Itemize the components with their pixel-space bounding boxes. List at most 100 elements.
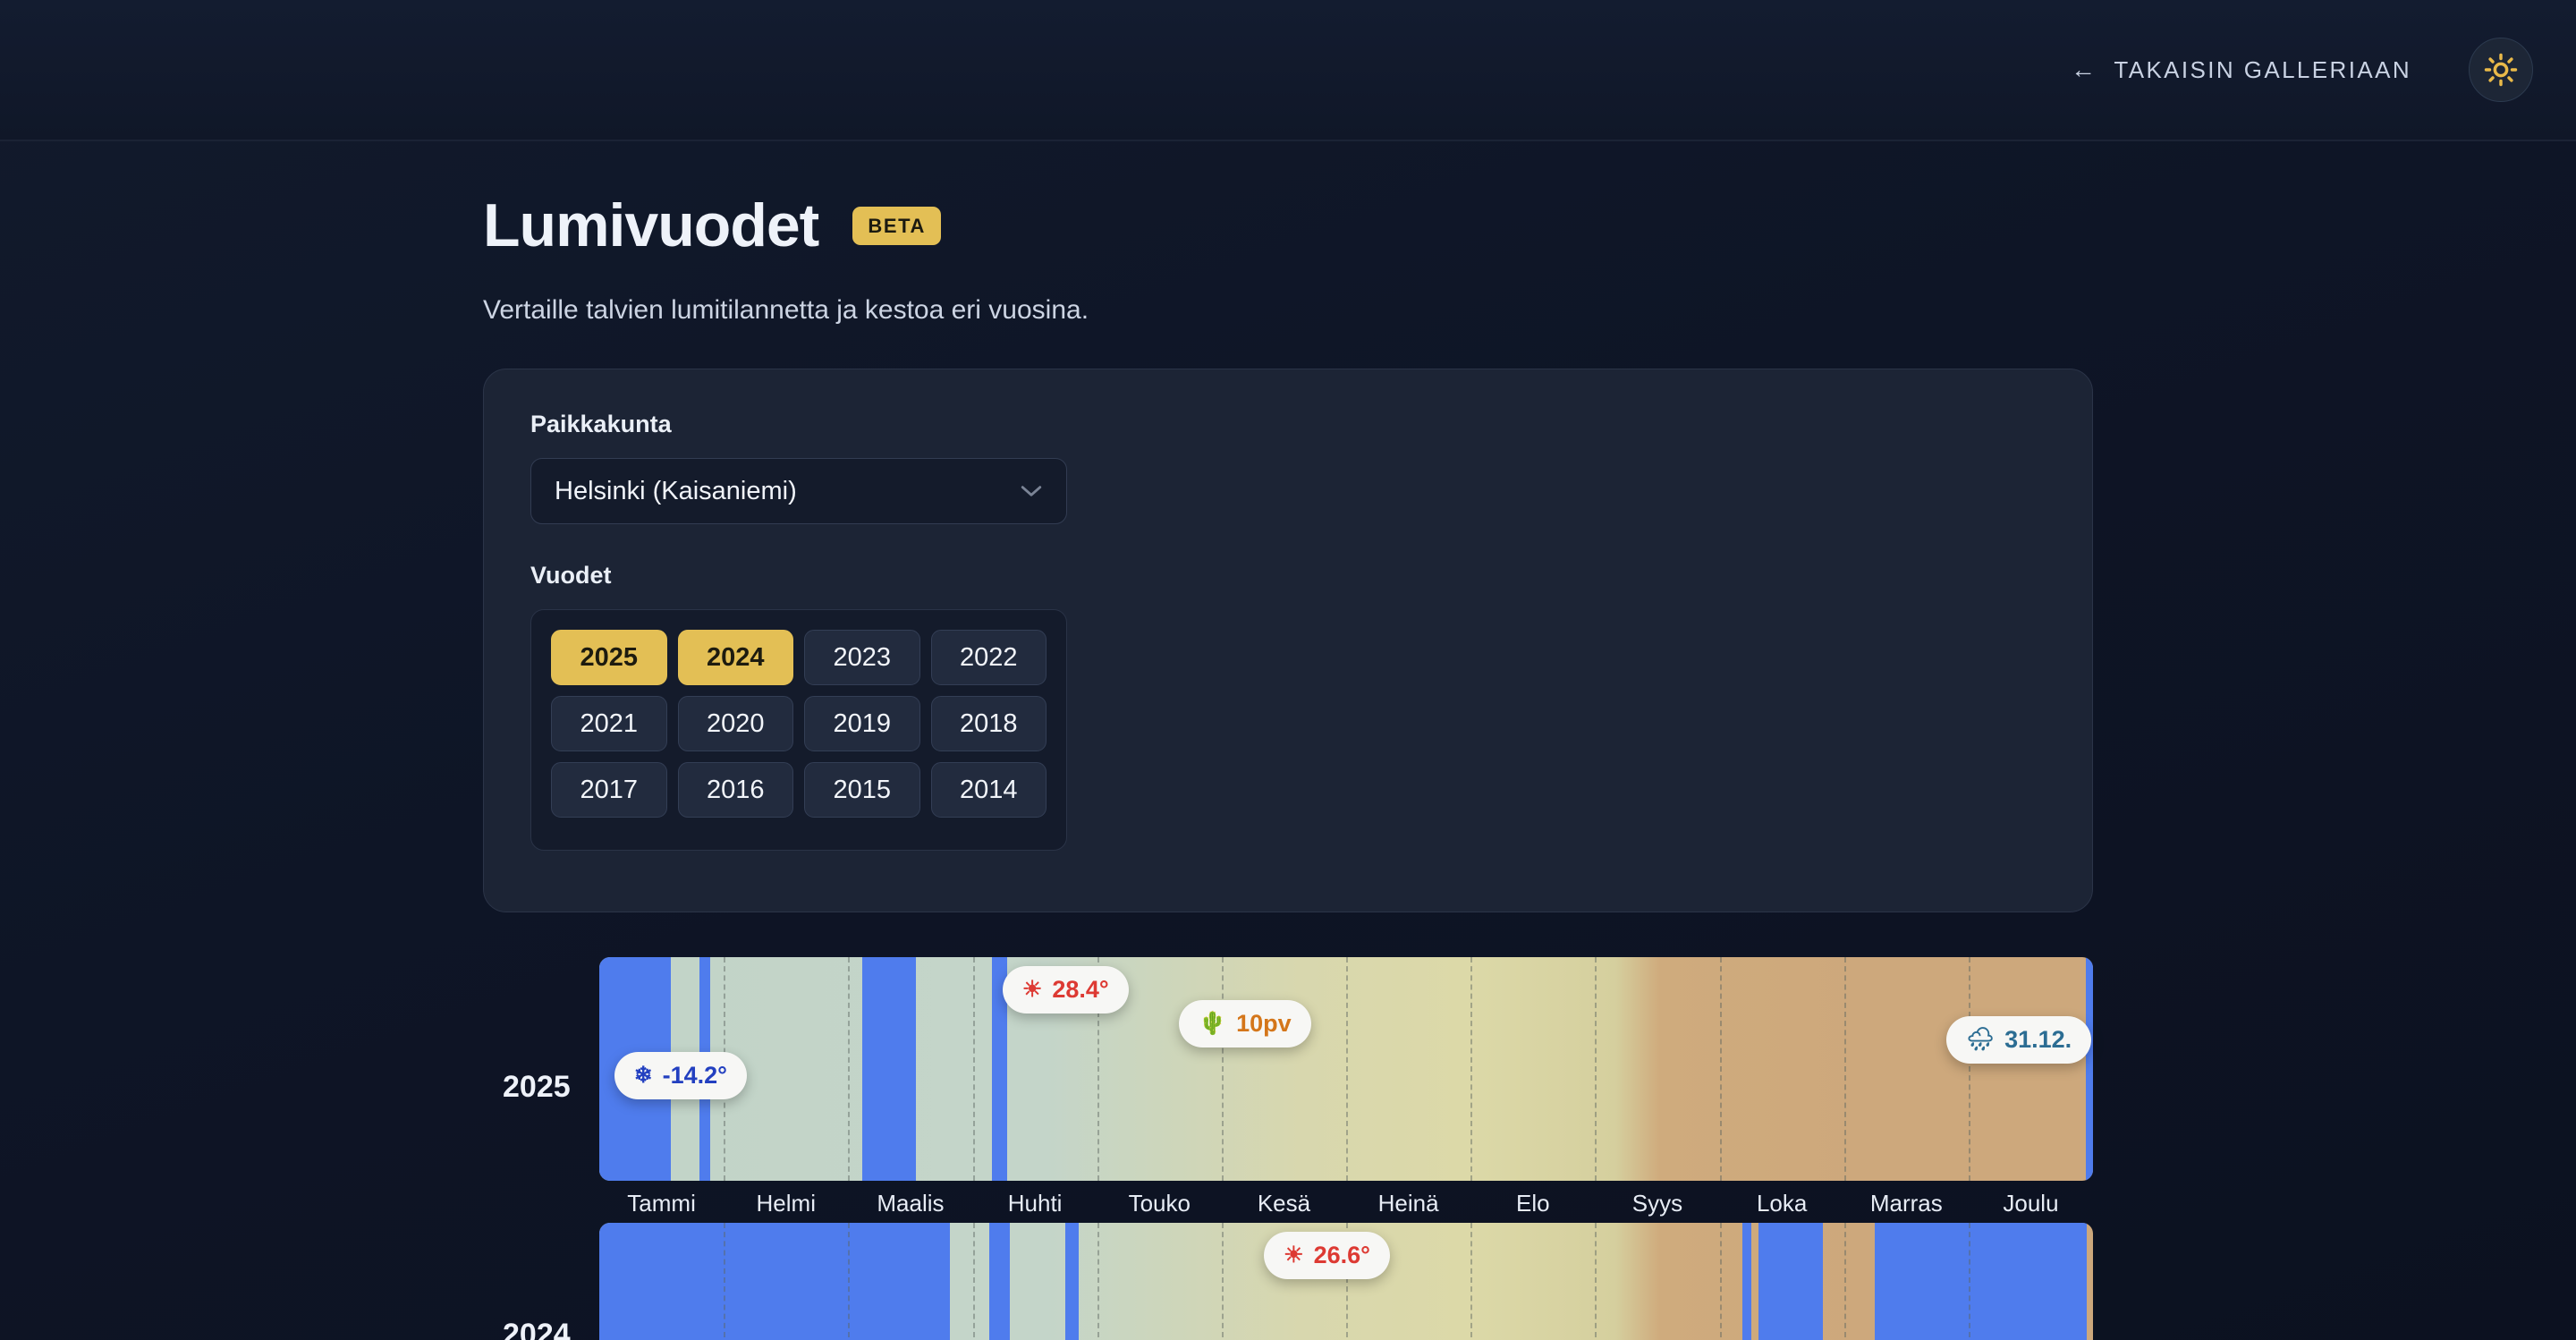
arrow-left-icon: ← [2070, 55, 2098, 83]
year-button-label: 2024 [706, 642, 765, 672]
year-button-label: 2019 [833, 708, 891, 738]
theme-toggle-button[interactable] [2469, 38, 2533, 102]
timeline-wrapper: ☀ 26.6° [599, 1223, 2093, 1340]
year-button-label: 2014 [959, 775, 1018, 804]
location-select[interactable]: Helsinki (Kaisaniemi) [530, 458, 1067, 524]
month-gridline [1968, 957, 1970, 1181]
month-gridline [1595, 957, 1597, 1181]
timeline-badge-label: 26.6° [1313, 1242, 1370, 1268]
month-gridline [1719, 957, 1722, 1181]
month-tick-label: Touko [1128, 1190, 1191, 1217]
beta-badge: BETA [852, 206, 941, 245]
chart-row-2025: 2025 ❄ -14.2° ☀ 28.4° 🌵 10pv 🌧 31.12. Tammi Helmi M… [483, 957, 2093, 1217]
month-gridline [724, 1223, 726, 1340]
year-button-2025[interactable]: 2025 [551, 630, 667, 685]
years-scroll-container[interactable]: 2025 2024 2023 2022 2021 2020 2019 2018 2017 2016… [530, 609, 1067, 851]
timeline-badge-rain: 🌧 31.12. [1946, 1016, 2092, 1064]
year-button-2015[interactable]: 2015 [804, 762, 920, 818]
years-grid: 2025 2024 2023 2022 2021 2020 2019 2018 2017 2016… [551, 630, 1046, 818]
year-button-label: 2021 [580, 708, 638, 738]
sun-icon: ☀ [1284, 1242, 1304, 1268]
month-gridline [972, 1223, 975, 1340]
snow-band [599, 1223, 951, 1340]
years-field-label: Vuodet [530, 562, 612, 589]
snow-band [1875, 1223, 2088, 1340]
month-gridline [1097, 1223, 1099, 1340]
month-axis: Tammi Helmi Maalis Huhti Touko Kesä Heinä Elo Sy… [599, 1190, 2093, 1217]
month-gridline [1843, 1223, 1846, 1340]
controls-panel: Paikkakunta Helsinki (Kaisaniemi) Vuodet… [483, 369, 2093, 912]
chart-row-year-label: 2024 [503, 1317, 571, 1340]
month-gridline [848, 957, 851, 1181]
month-tick-label: Loka [1756, 1190, 1808, 1217]
temperature-gradient [599, 957, 2093, 1181]
month-tick-label: Maalis [877, 1190, 945, 1217]
sun-icon [2484, 53, 2518, 87]
timeline-badge-label: 31.12. [2004, 1026, 2072, 1053]
snow-band [861, 957, 917, 1181]
month-gridline [1346, 957, 1348, 1181]
timeline-badge-dry: 🌵 10pv [1178, 1000, 1311, 1047]
timeline-badge-label: 10pv [1236, 1010, 1292, 1037]
snow-band [988, 1223, 1011, 1340]
year-button-label: 2017 [580, 775, 638, 804]
month-tick-label: Elo [1516, 1190, 1550, 1217]
year-button-2023[interactable]: 2023 [804, 630, 920, 685]
month-tick-label: Tammi [627, 1190, 696, 1217]
page-subtitle: Vertaille talvien lumitilannetta ja kest… [483, 295, 1089, 325]
month-tick-label: Heinä [1377, 1190, 1439, 1217]
timeline-badge-hot: ☀ 26.6° [1264, 1232, 1390, 1279]
back-to-gallery-label: TAKAISIN GALLERIAAN [2114, 55, 2411, 83]
month-gridline [1221, 957, 1224, 1181]
year-button-2018[interactable]: 2018 [930, 696, 1046, 751]
month-gridline [1097, 957, 1099, 1181]
year-button-2019[interactable]: 2019 [804, 696, 920, 751]
month-gridline [972, 957, 975, 1181]
timeline-badge-label: 28.4° [1052, 976, 1109, 1003]
page-title: Lumivuodet [483, 191, 819, 259]
month-tick-label: Kesä [1257, 1190, 1311, 1217]
year-button-2020[interactable]: 2020 [677, 696, 793, 751]
sun-icon: ☀ [1021, 977, 1043, 1002]
chevron-down-icon [1021, 486, 1042, 496]
timeline-charts: 2025 ❄ -14.2° ☀ 28.4° 🌵 10pv 🌧 31.12. Tammi Helmi M… [483, 957, 2093, 1340]
month-tick-label: Syys [1631, 1190, 1683, 1217]
location-field-label: Paikkakunta [530, 411, 672, 437]
year-button-2024[interactable]: 2024 [677, 630, 793, 685]
year-button-label: 2020 [706, 708, 765, 738]
year-button-2014[interactable]: 2014 [930, 762, 1046, 818]
year-button-2022[interactable]: 2022 [930, 630, 1046, 685]
month-gridline [1470, 1223, 1473, 1340]
snowflake-icon: ❄ [633, 1063, 653, 1088]
page-content: Lumivuodet BETA Vertaille talvien lumiti… [0, 141, 2576, 1340]
chart-row-2024: 2024 ☀ 26.6° [483, 1223, 2093, 1340]
month-tick-label: Joulu [2003, 1190, 2059, 1217]
year-button-2016[interactable]: 2016 [677, 762, 793, 818]
snow-band [1065, 1223, 1080, 1340]
year-button-2017[interactable]: 2017 [551, 762, 667, 818]
month-gridline [1968, 1223, 1970, 1340]
month-gridline [1346, 1223, 1348, 1340]
year-button-label: 2015 [833, 775, 891, 804]
timeline-badge-label: -14.2° [662, 1062, 727, 1089]
chart-row-year-label: 2025 [503, 1070, 571, 1104]
snow-band [1758, 1223, 1823, 1340]
year-button-label: 2022 [959, 642, 1018, 672]
year-button-label: 2018 [959, 708, 1018, 738]
year-button-label: 2023 [833, 642, 891, 672]
year-button-label: 2016 [706, 775, 765, 804]
snow-band [2085, 957, 2093, 1181]
back-to-gallery-link[interactable]: ← TAKAISIN GALLERIAAN [2071, 56, 2411, 84]
timeline-bar-2025[interactable] [599, 957, 2093, 1181]
timeline-badge-cold: ❄ -14.2° [614, 1052, 747, 1099]
timeline-wrapper: ❄ -14.2° ☀ 28.4° 🌵 10pv 🌧 31.12. Tammi Helmi Maali… [599, 957, 2093, 1217]
top-header-bar: ← TAKAISIN GALLERIAAN [0, 0, 2576, 141]
snow-band [992, 957, 1007, 1181]
month-gridline [848, 1223, 851, 1340]
month-gridline [1470, 957, 1473, 1181]
year-button-2021[interactable]: 2021 [551, 696, 667, 751]
location-select-value: Helsinki (Kaisaniemi) [555, 476, 797, 505]
month-gridline [1221, 1223, 1224, 1340]
month-gridline [1843, 957, 1846, 1181]
year-button-label: 2025 [580, 642, 638, 672]
